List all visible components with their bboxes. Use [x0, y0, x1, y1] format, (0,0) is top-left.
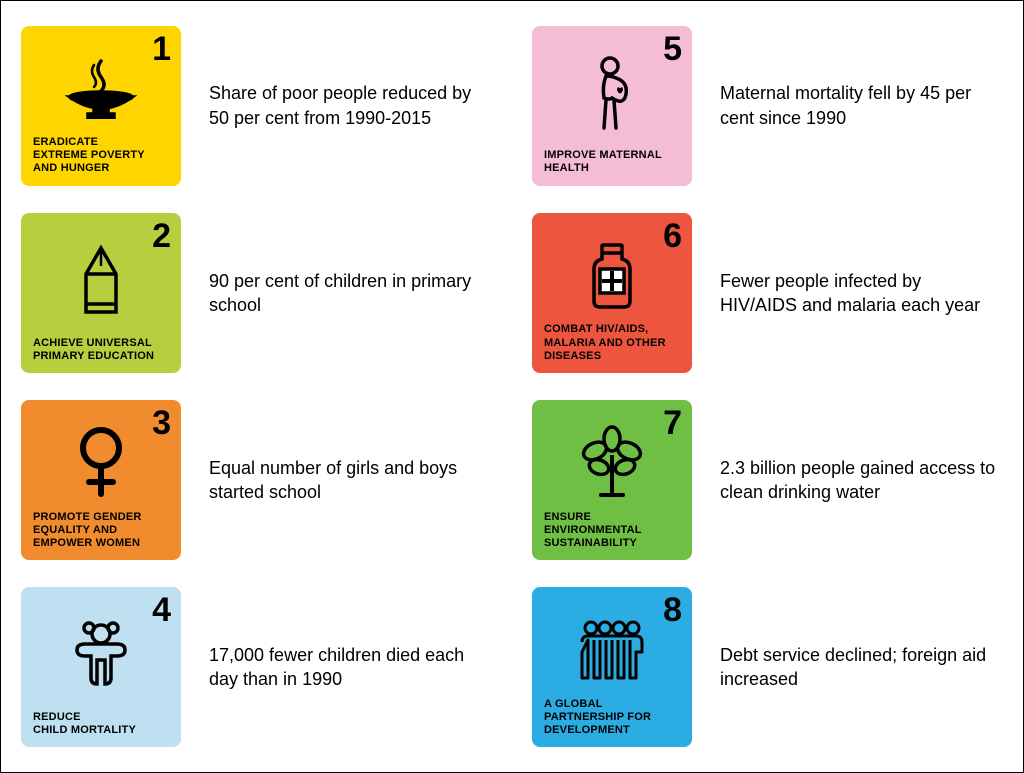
goal-title: A GLOBAL PARTNERSHIP FOR DEVELOPMENT	[544, 698, 680, 738]
plant-icon	[544, 410, 680, 510]
goal-number: 1	[152, 30, 171, 69]
goal-3-tile: 3 PROMOTE GENDER EQUALITY AND EMPOWER WO…	[21, 400, 181, 560]
people-icon	[544, 597, 680, 697]
goal-description: Fewer people infected by HIV/AIDS and ma…	[720, 269, 1003, 318]
goal-2: 2 ACHIEVE UNIVERSAL PRIMARY EDUCATION 90…	[21, 208, 492, 377]
goal-title: ERADICATE EXTREME POVERTY AND HUNGER	[33, 136, 169, 176]
goal-number: 6	[663, 217, 682, 256]
goal-3: 3 PROMOTE GENDER EQUALITY AND EMPOWER WO…	[21, 396, 492, 565]
goal-title: ENSURE ENVIRONMENTAL SUSTAINABILITY	[544, 511, 680, 551]
goal-1: 1 ERADICATE EXTREME POVERTY AND HUNGER S…	[21, 21, 492, 190]
goal-2-tile: 2 ACHIEVE UNIVERSAL PRIMARY EDUCATION	[21, 213, 181, 373]
goal-1-tile: 1 ERADICATE EXTREME POVERTY AND HUNGER	[21, 26, 181, 186]
goal-description: Share of poor people reduced by 50 per c…	[209, 81, 492, 130]
goal-4-tile: 4 REDUCE CHILD MORTALITY	[21, 587, 181, 747]
goal-8: 8 A GLOBAL PARTNERSHIP FOR DEVELOPMENT D…	[532, 583, 1003, 752]
goal-number: 5	[663, 30, 682, 69]
goals-grid: 1 ERADICATE EXTREME POVERTY AND HUNGER S…	[21, 21, 1003, 752]
pregnant-icon	[544, 36, 680, 150]
goal-description: Equal number of girls and boys started s…	[209, 456, 492, 505]
goal-number: 3	[152, 404, 171, 443]
medicine-icon	[544, 223, 680, 323]
child-icon	[33, 597, 169, 711]
goal-title: IMPROVE MATERNAL HEALTH	[544, 149, 680, 175]
goal-5: 5 IMPROVE MATERNAL HEALTH Maternal morta…	[532, 21, 1003, 190]
goal-6: 6 COMBAT HIV/AIDS, MALARIA AND OTHER DIS…	[532, 208, 1003, 377]
goal-7-tile: 7 ENSURE ENVIRONMENTAL SUSTAINABILITY	[532, 400, 692, 560]
bowl-icon	[33, 36, 169, 136]
goal-description: 17,000 fewer children died each day than…	[209, 643, 492, 692]
goal-description: Maternal mortality fell by 45 per cent s…	[720, 81, 1003, 130]
female-icon	[33, 410, 169, 510]
goal-number: 4	[152, 591, 171, 630]
goal-6-tile: 6 COMBAT HIV/AIDS, MALARIA AND OTHER DIS…	[532, 213, 692, 373]
goal-number: 7	[663, 404, 682, 443]
pencil-icon	[33, 223, 169, 337]
goal-8-tile: 8 A GLOBAL PARTNERSHIP FOR DEVELOPMENT	[532, 587, 692, 747]
goal-number: 8	[663, 591, 682, 630]
goal-4: 4 REDUCE CHILD MORTALITY 17,000 fewer ch…	[21, 583, 492, 752]
goal-description: Debt service declined; foreign aid incre…	[720, 643, 1003, 692]
goal-5-tile: 5 IMPROVE MATERNAL HEALTH	[532, 26, 692, 186]
goal-description: 90 per cent of children in primary schoo…	[209, 269, 492, 318]
goal-title: REDUCE CHILD MORTALITY	[33, 711, 169, 737]
goal-7: 7 ENSURE ENVIRONMENTAL SUSTAINABILITY 2.…	[532, 396, 1003, 565]
goal-description: 2.3 billion people gained access to clea…	[720, 456, 1003, 505]
goal-title: COMBAT HIV/AIDS, MALARIA AND OTHER DISEA…	[544, 323, 680, 363]
goal-title: ACHIEVE UNIVERSAL PRIMARY EDUCATION	[33, 337, 169, 363]
goal-title: PROMOTE GENDER EQUALITY AND EMPOWER WOME…	[33, 511, 169, 551]
goal-number: 2	[152, 217, 171, 256]
